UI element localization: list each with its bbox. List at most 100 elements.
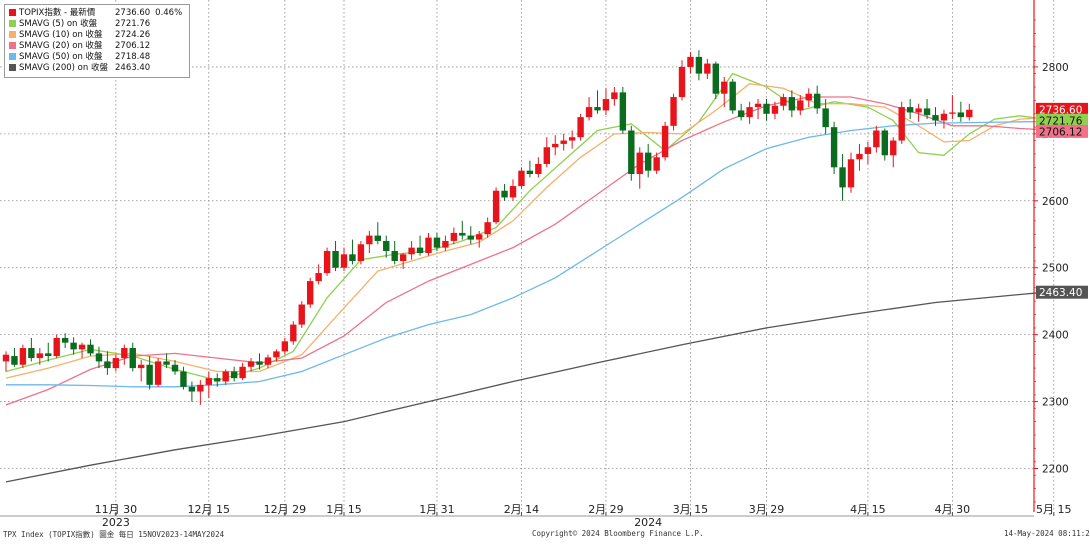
candle-body xyxy=(104,361,111,369)
footer-copyright: Copyright© 2024 Bloomberg Finance L.P. xyxy=(532,529,704,538)
candle xyxy=(374,222,381,245)
candle xyxy=(366,230,373,253)
candle-body xyxy=(560,140,567,144)
candle-body xyxy=(535,163,542,175)
candle-body xyxy=(771,105,779,114)
candle xyxy=(11,348,18,367)
candle xyxy=(146,356,153,390)
candle xyxy=(442,235,449,251)
candle-body xyxy=(374,235,381,241)
candle-body xyxy=(890,140,897,156)
legend-label-sma200: SMAVG (200) on 收盤 xyxy=(19,63,108,73)
year-label: 2023 xyxy=(102,516,130,529)
candle-body xyxy=(281,341,289,352)
candle xyxy=(704,58,711,79)
y-tick-label: 2200 xyxy=(1042,463,1069,475)
candle-body xyxy=(830,127,838,168)
candle-body xyxy=(222,371,229,382)
x-tick-label: 12月 29 xyxy=(264,503,307,516)
candle xyxy=(188,381,196,402)
legend-swatch-sma5 xyxy=(9,20,16,27)
candle xyxy=(467,226,474,245)
candle xyxy=(205,371,212,399)
candle-body xyxy=(949,112,956,114)
candle xyxy=(645,143,652,178)
candle xyxy=(95,346,103,369)
candle-body xyxy=(577,117,584,138)
candle-body xyxy=(61,337,69,343)
last-value-label-bg xyxy=(1036,102,1088,116)
candle xyxy=(923,99,931,120)
candle xyxy=(154,358,162,387)
x-tick-label: 3月 29 xyxy=(749,503,785,516)
last-value-label-text: 2463.40 xyxy=(1039,287,1082,299)
candle xyxy=(890,137,897,168)
candle xyxy=(780,93,787,111)
candle-body xyxy=(11,356,18,365)
candle-body xyxy=(492,190,500,223)
candle-body xyxy=(509,186,517,198)
candle-body xyxy=(264,357,272,365)
y-tick-label: 2600 xyxy=(1042,196,1069,208)
candle-body xyxy=(323,250,331,274)
candle xyxy=(771,101,779,120)
candle xyxy=(214,373,221,387)
candle-body xyxy=(670,97,677,126)
x-tick-label: 2月 29 xyxy=(588,503,624,516)
last-value-label-bg xyxy=(1036,285,1088,299)
candle-body xyxy=(653,157,660,171)
candle xyxy=(940,109,948,129)
candle xyxy=(932,107,939,126)
candle xyxy=(2,351,10,372)
candle-body xyxy=(214,378,221,382)
candle xyxy=(315,264,322,285)
x-tick-label: 12月 15 xyxy=(188,503,231,516)
candle xyxy=(425,232,432,256)
legend-value-sma10: 2724.26 xyxy=(115,30,151,40)
candle xyxy=(822,99,829,134)
candle xyxy=(349,239,356,265)
candle xyxy=(476,230,483,248)
candle xyxy=(602,88,610,116)
candle-body xyxy=(146,364,153,385)
legend-label-price: TOPIX指數 - 最新價 xyxy=(19,8,96,18)
candle-body xyxy=(416,247,424,253)
candle-body xyxy=(484,222,491,235)
candle-body xyxy=(19,348,27,365)
x-tick-label: 4月 15 xyxy=(850,503,886,516)
candle xyxy=(873,125,880,153)
last-value-label: 2706.12 xyxy=(1036,124,1088,138)
candle-body xyxy=(932,115,939,121)
candle-body xyxy=(205,378,212,385)
candle xyxy=(830,121,838,175)
candle-body xyxy=(712,63,719,94)
candle xyxy=(450,227,458,245)
candle-body xyxy=(340,254,348,268)
candle xyxy=(636,147,643,189)
last-value-label-text: 2706.12 xyxy=(1039,126,1082,138)
candle xyxy=(628,125,635,181)
candle-body xyxy=(839,167,846,188)
candle-body xyxy=(881,130,888,156)
candle-body xyxy=(197,384,204,392)
candle xyxy=(788,90,796,118)
candle xyxy=(323,247,331,276)
candle-body xyxy=(636,152,643,175)
last-value-label-bg xyxy=(1036,113,1088,127)
legend: TOPIX指數 - 最新價 2736.60 0.46% SMAVG (5) on 收… xyxy=(4,4,190,78)
candle xyxy=(763,99,770,121)
candle-body xyxy=(957,112,965,118)
candle xyxy=(797,95,804,116)
candle xyxy=(898,101,905,144)
candle-body xyxy=(923,108,931,116)
candle-body xyxy=(898,107,905,141)
candle xyxy=(957,101,965,122)
candle xyxy=(619,87,627,134)
candle xyxy=(949,95,956,120)
x-tick-label: 1月 31 xyxy=(419,503,455,516)
candle-body xyxy=(163,361,170,365)
candle-body xyxy=(906,107,914,113)
